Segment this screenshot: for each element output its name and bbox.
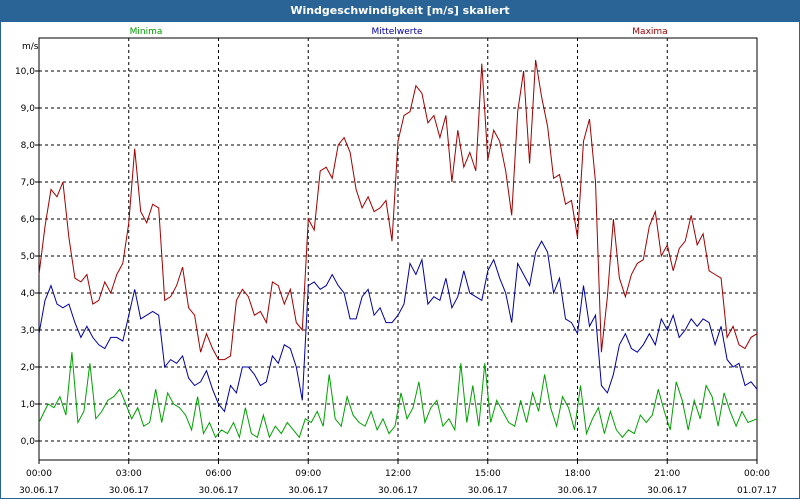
y-tick-label: 9,0 <box>21 104 36 114</box>
x-tick-date: 30.06.17 <box>468 486 508 496</box>
x-tick-date: 30.06.17 <box>19 486 59 496</box>
x-tick-time: 21:00 <box>654 469 680 479</box>
x-tick-date: 30.06.17 <box>557 486 597 496</box>
series-line-maxima <box>38 59 758 361</box>
x-tick-time: 00:00 <box>744 469 770 479</box>
y-tick-label: 5,0 <box>21 252 36 262</box>
legend-minima: Minima <box>130 27 163 37</box>
x-tick-date: 30.06.17 <box>647 486 687 496</box>
x-axis: 00:00 30.06.17 03:00 30.06.17 06:00 30.06.17 0… <box>19 460 777 496</box>
y-tick-label: 10,0 <box>15 67 35 77</box>
legend-mittelwerte: Mittelwerte <box>371 27 422 37</box>
x-tick-time: 12:00 <box>385 469 411 479</box>
x-tick-date: 30.06.17 <box>109 486 149 496</box>
x-tick-time: 09:00 <box>295 469 321 479</box>
y-tick-label: 4,0 <box>21 289 36 299</box>
x-tick-time: 06:00 <box>206 469 232 479</box>
grid-lines <box>38 37 758 461</box>
x-tick-time: 15:00 <box>475 469 501 479</box>
x-tick-time: 00:00 <box>26 469 52 479</box>
series-line-mittelwerte <box>38 240 758 413</box>
x-tick-time: 18:00 <box>565 469 591 479</box>
x-tick-time: 03:00 <box>116 469 142 479</box>
y-tick-label: 2,0 <box>21 363 36 373</box>
x-tick-date: 01.07.17 <box>737 486 777 496</box>
y-tick-label: 6,0 <box>21 215 36 225</box>
y-tick-label: 3,0 <box>21 326 36 336</box>
series-lines <box>38 59 758 440</box>
y-axis: 0,0 1,0 2,0 3,0 4,0 5,0 6,0 7,0 8,0 9,0 10,0 <box>15 67 39 447</box>
chart-title-bar: Windgeschwindigkeit [m/s] skaliert <box>0 0 800 22</box>
y-tick-label: 7,0 <box>21 178 36 188</box>
legend-maxima: Maxima <box>632 27 667 37</box>
y-tick-label: 8,0 <box>21 141 36 151</box>
y-tick-label: 1,0 <box>21 400 36 410</box>
y-tick-label: 0,0 <box>21 437 36 447</box>
x-tick-date: 30.06.17 <box>198 486 238 496</box>
y-axis-label: m/s <box>22 42 39 52</box>
chart-title: Windgeschwindigkeit [m/s] skaliert <box>290 4 510 17</box>
x-tick-date: 30.06.17 <box>378 486 418 496</box>
legend: Minima Mittelwerte Maxima <box>130 27 668 37</box>
x-tick-date: 30.06.17 <box>288 486 328 496</box>
series-line-minima <box>38 352 758 440</box>
